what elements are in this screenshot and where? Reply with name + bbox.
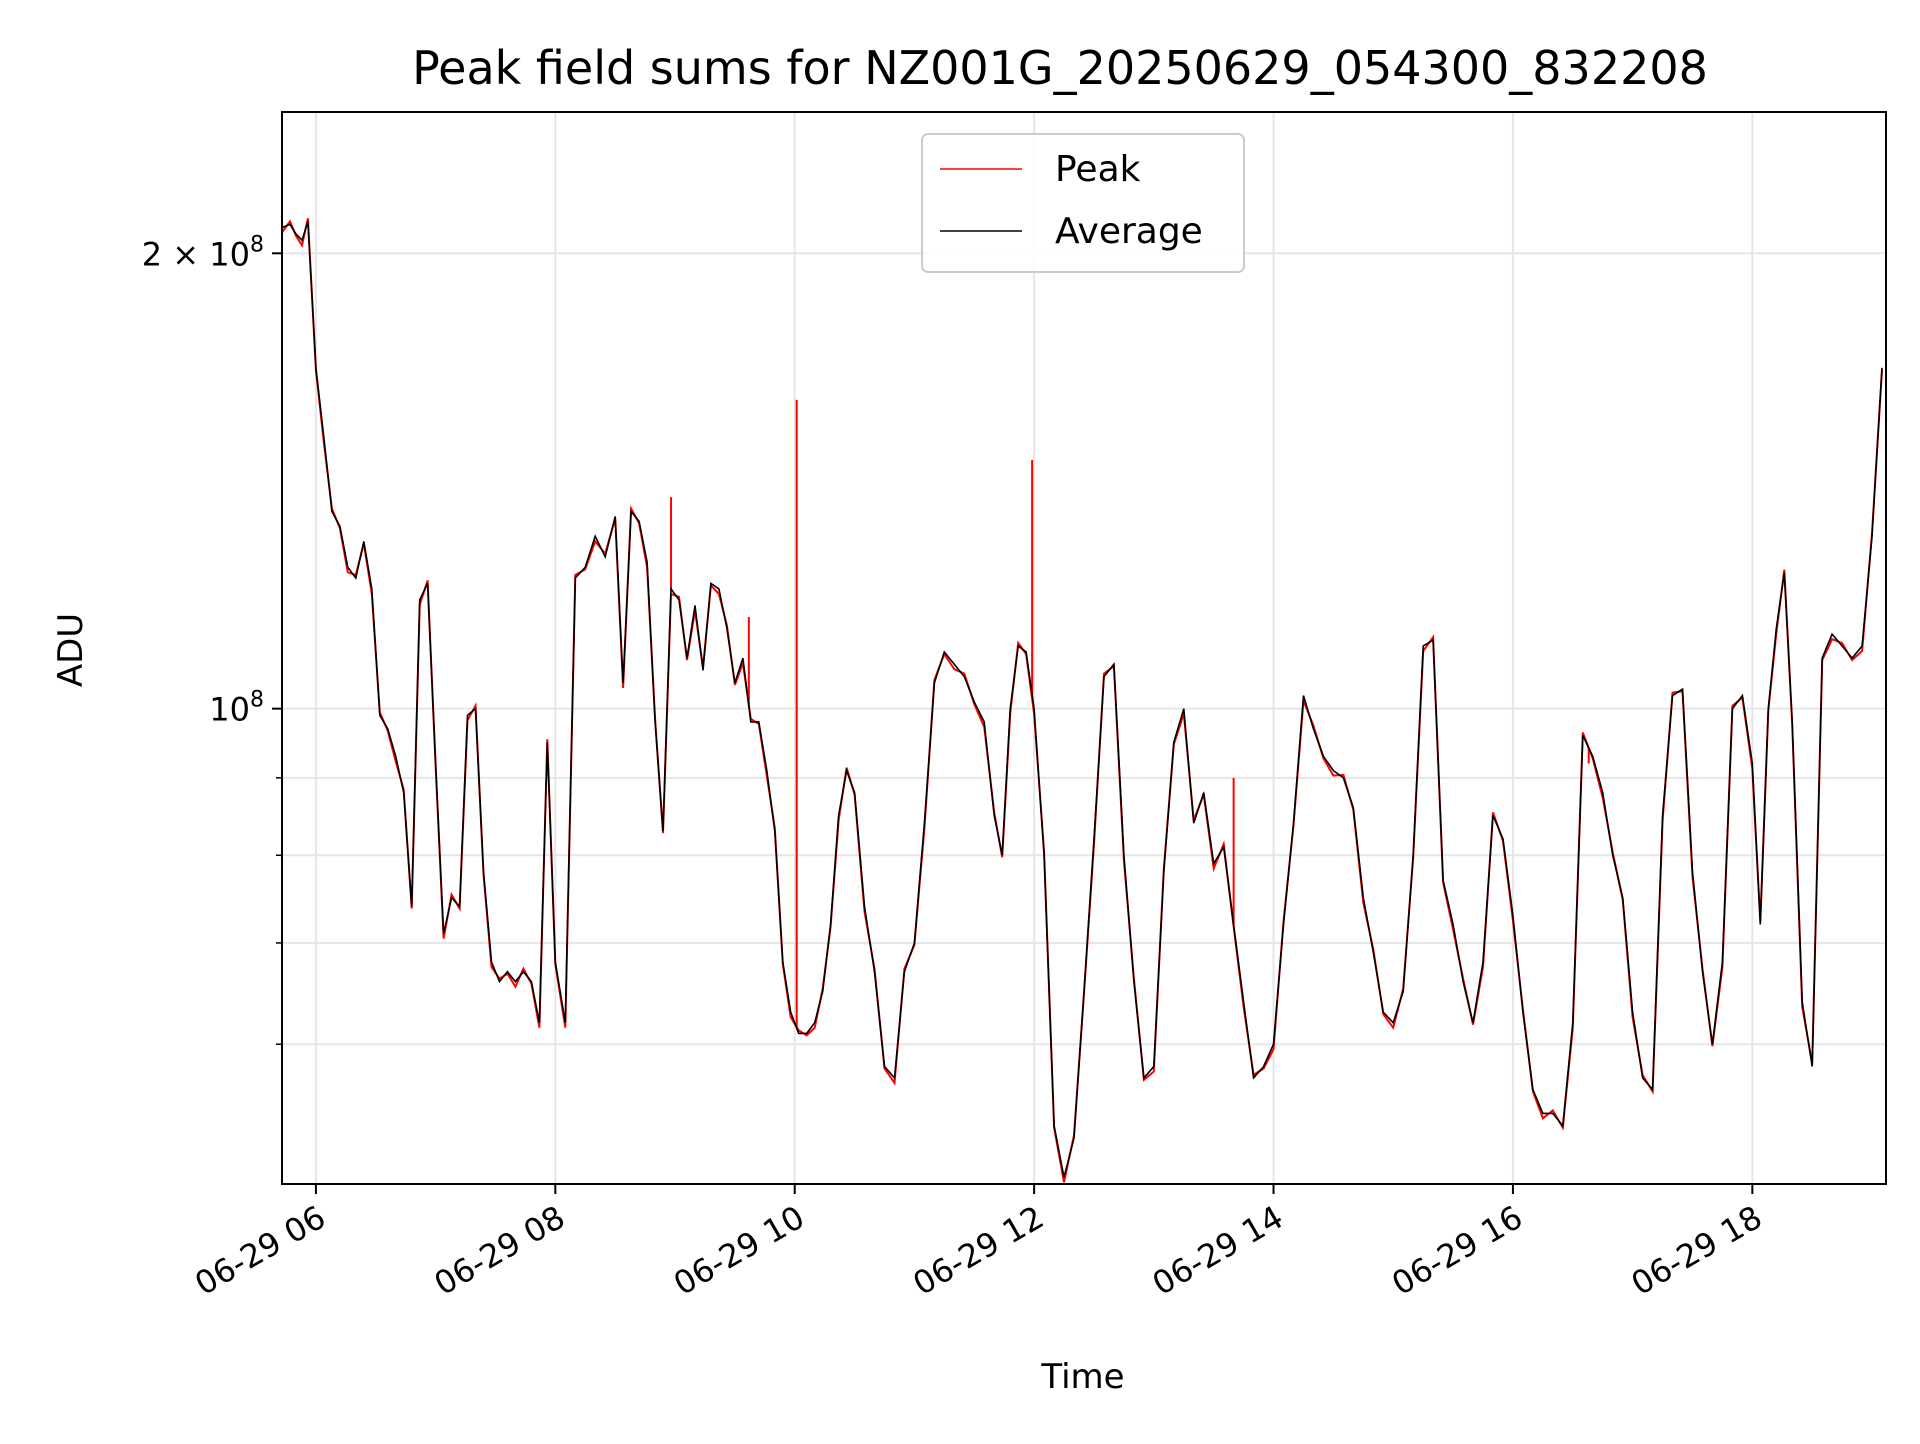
x-tick-label: 06-29 08 (428, 1198, 572, 1303)
y-tick-label: 108 (209, 688, 264, 729)
legend-label-peak: Peak (1055, 149, 1141, 190)
legend-label-average: Average (1055, 211, 1203, 252)
legend: Peak Average (921, 133, 1245, 273)
x-axis-label: Time (1040, 1357, 1124, 1397)
x-tick-label: 06-29 16 (1385, 1198, 1529, 1303)
series-line-peak (282, 218, 1883, 1183)
x-tick-label: 06-29 06 (188, 1198, 332, 1303)
plot-frame (281, 111, 1887, 1185)
x-tick-label: 06-29 14 (1146, 1198, 1290, 1303)
chart-title: Peak field sums for NZ001G_20250629_0543… (412, 41, 1708, 95)
series-layer (282, 218, 1883, 1183)
x-tick-label: 06-29 10 (667, 1198, 811, 1303)
series-line-average (282, 221, 1883, 1178)
y-axis-label: ADU (51, 613, 91, 687)
ticks-layer: 06-29 06 06-29 08 06-29 10 06-29 12 06-29 14… (142, 232, 1769, 1303)
y-tick-label: 2 × 108 (142, 232, 264, 273)
x-tick-label: 06-29 18 (1625, 1198, 1769, 1303)
x-tick-label: 06-29 12 (907, 1198, 1051, 1303)
